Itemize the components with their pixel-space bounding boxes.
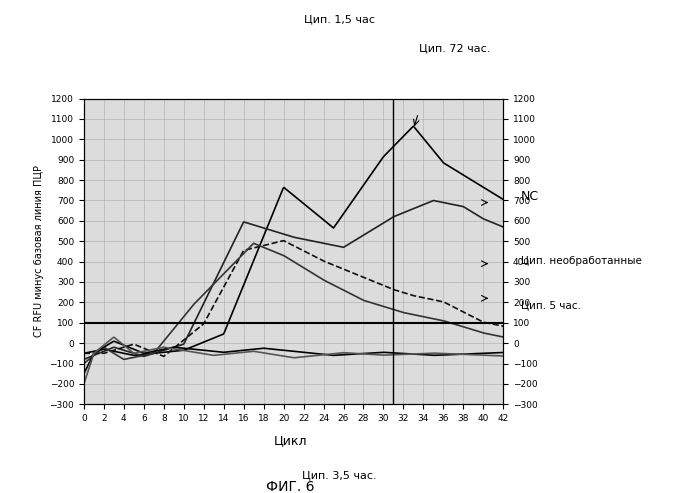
Text: Цип. 5 час.: Цип. 5 час.: [521, 300, 581, 310]
Text: Цип. 3,5 час.: Цип. 3,5 час.: [302, 470, 376, 480]
Text: Цикл: Цикл: [273, 434, 307, 447]
Text: Цип. 1,5 час: Цип. 1,5 час: [303, 14, 375, 24]
Text: NC: NC: [521, 190, 539, 203]
Y-axis label: CF RFU минус базовая линия ПЦР: CF RFU минус базовая линия ПЦР: [34, 166, 44, 337]
Text: Цип. необработанные: Цип. необработанные: [521, 256, 642, 266]
Text: ФИГ. 6: ФИГ. 6: [266, 480, 315, 493]
Text: Цип. 72 час.: Цип. 72 час.: [419, 44, 491, 54]
